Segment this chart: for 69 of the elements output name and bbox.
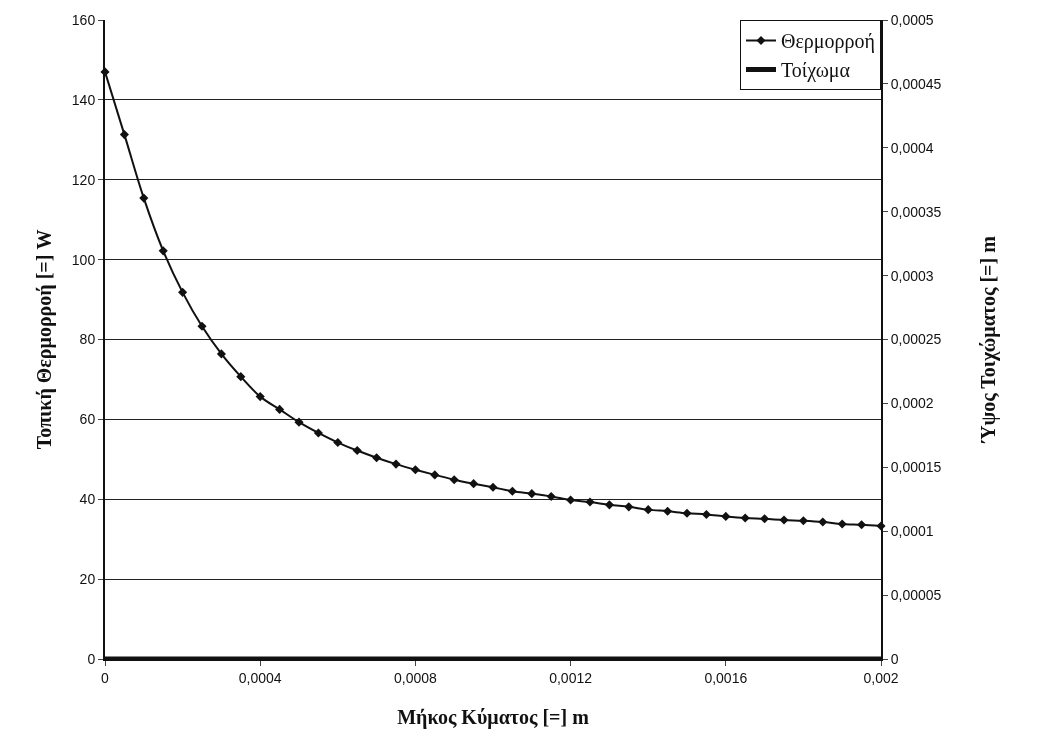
point bbox=[818, 517, 828, 527]
point bbox=[798, 516, 808, 526]
point bbox=[760, 514, 770, 524]
y-tick-label: 140 bbox=[71, 91, 96, 108]
point bbox=[837, 519, 847, 529]
y2-tick-label: 0,00045 bbox=[890, 75, 942, 92]
point bbox=[255, 392, 265, 402]
y2-tick-label: 0,00015 bbox=[890, 459, 942, 476]
x-tick-label: 0,0004 bbox=[238, 669, 282, 686]
point bbox=[333, 437, 343, 448]
y-tick-label: 80 bbox=[79, 331, 96, 348]
point bbox=[391, 459, 401, 469]
y-tick-label: 60 bbox=[79, 411, 96, 428]
point bbox=[197, 321, 207, 331]
point bbox=[352, 445, 362, 456]
y-tick-label: 40 bbox=[79, 491, 96, 508]
point bbox=[740, 513, 750, 523]
y2-tick-label: 0,00025 bbox=[890, 331, 942, 348]
point bbox=[372, 453, 382, 463]
y-axis-title: Τοπική Θερμορροή [=] W bbox=[32, 229, 56, 450]
point bbox=[701, 509, 711, 519]
point bbox=[313, 428, 323, 438]
y-tick-label: 120 bbox=[71, 171, 96, 188]
x-tick-label: 0,0012 bbox=[549, 669, 593, 686]
y2-tick-label: 0,00005 bbox=[890, 587, 942, 603]
y2-tick-label: 0 bbox=[890, 650, 899, 667]
y-tick-label: 0 bbox=[87, 650, 96, 667]
y-tick-label: 160 bbox=[71, 11, 96, 28]
point bbox=[158, 246, 168, 256]
x-tick-label: 0,0016 bbox=[704, 669, 748, 686]
y2-axis-title: Ύψος Τοιχώματος [=] m bbox=[976, 235, 1000, 444]
point bbox=[527, 489, 537, 499]
point bbox=[430, 470, 440, 480]
y2-tick-label: 0,00035 bbox=[890, 203, 942, 220]
point bbox=[488, 482, 498, 492]
x-tick-label: 0 bbox=[101, 669, 110, 686]
point bbox=[469, 479, 479, 489]
y-tick-label: 100 bbox=[71, 251, 96, 268]
legend-label: Θερμορροή bbox=[781, 30, 875, 54]
y-tick-label: 20 bbox=[79, 571, 96, 588]
legend-label: Τοίχωμα bbox=[781, 59, 851, 83]
point bbox=[546, 491, 556, 501]
point bbox=[236, 372, 246, 382]
point bbox=[294, 417, 304, 427]
point bbox=[178, 287, 188, 297]
point bbox=[624, 502, 634, 512]
point bbox=[410, 465, 420, 475]
point bbox=[721, 511, 731, 521]
point bbox=[139, 193, 149, 203]
point bbox=[507, 486, 517, 496]
point bbox=[643, 505, 653, 515]
y2-tick-label: 0,0003 bbox=[890, 267, 934, 284]
point bbox=[604, 500, 614, 510]
y2-tick-label: 0,0001 bbox=[890, 523, 934, 540]
point bbox=[585, 497, 595, 507]
point bbox=[449, 475, 459, 485]
y2-tick-label: 0,0002 bbox=[890, 395, 934, 412]
point bbox=[216, 349, 226, 359]
point bbox=[119, 130, 129, 140]
point bbox=[779, 515, 789, 525]
x-axis-title: Μήκος Κύματος [=] m bbox=[397, 705, 590, 729]
point bbox=[682, 508, 692, 518]
x-tick-label: 0,0008 bbox=[393, 669, 438, 686]
x-tick-label: 0,002 bbox=[863, 669, 899, 686]
point bbox=[857, 520, 867, 530]
point bbox=[663, 506, 673, 516]
y2-tick-label: 0,0004 bbox=[890, 139, 934, 156]
point bbox=[275, 404, 285, 414]
y2-tick-label: 0,0005 bbox=[890, 11, 934, 28]
